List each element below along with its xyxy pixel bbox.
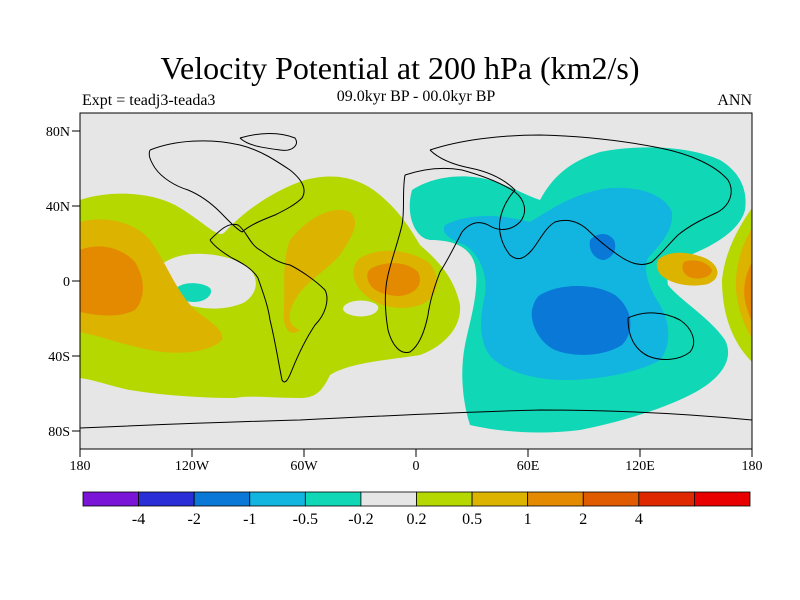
latitude-axis: 80N 40N 0 40S 80S xyxy=(46,125,80,440)
season-label: ANN xyxy=(717,92,752,109)
colorbar-label: 1 xyxy=(524,511,532,528)
contour-pos-05-atlantic xyxy=(283,209,356,333)
contour-negative-1-asia xyxy=(589,234,616,260)
colorbar-swatch xyxy=(304,491,362,507)
colorbar-swatch xyxy=(527,491,584,507)
colorbar-swatch xyxy=(694,491,751,507)
lat-tick-label: 40S xyxy=(48,350,70,365)
lon-tick-label: 60W xyxy=(290,459,318,474)
colorbar-swatch xyxy=(138,491,195,507)
experiment-label: Expt = teadj3-teada3 xyxy=(82,92,216,109)
colorbar-label: -0.2 xyxy=(348,511,373,528)
contour-pos-1-pacific xyxy=(80,246,143,316)
lat-tick-label: 40N xyxy=(46,200,70,215)
lat-tick-label: 80S xyxy=(48,425,70,440)
colorbar-swatch xyxy=(638,491,695,507)
map-subtitle: 09.0kyr BP - 00.0kyr BP xyxy=(336,88,496,105)
colorbar-label: -4 xyxy=(132,511,145,528)
colorbar-label: -0.5 xyxy=(293,511,318,528)
colorbar-label: 0.2 xyxy=(407,511,427,528)
contour-pos-1-africa xyxy=(367,263,420,296)
map-title: Velocity Potential at 200 hPa (km2/s) xyxy=(160,50,640,86)
lon-tick-label: 120E xyxy=(625,459,655,474)
map-plot-area xyxy=(80,113,752,449)
colorbar-labels: -4 -2 -1 -0.5 -0.2 0.2 0.5 1 2 4 xyxy=(132,511,643,528)
contour-pos-1-east-edge xyxy=(744,262,752,322)
colorbar-label: 0.5 xyxy=(462,511,482,528)
colorbar-swatch xyxy=(193,491,251,507)
colorbar xyxy=(82,491,751,507)
colorbar-swatch xyxy=(471,491,529,507)
contour-neutral-atlantic xyxy=(343,300,379,317)
colorbar-label: -1 xyxy=(243,511,256,528)
colorbar-swatch xyxy=(416,491,473,507)
lon-tick-label: 60E xyxy=(517,459,540,474)
lat-tick-label: 80N xyxy=(46,125,70,140)
colorbar-swatch xyxy=(360,491,417,507)
contour-negative-1-indian xyxy=(531,286,631,355)
coastlines xyxy=(80,133,752,429)
longitude-axis: 180 120W 60W 0 60E 120E 180 xyxy=(70,449,763,474)
lon-tick-label: 120W xyxy=(175,459,210,474)
colorbar-label: 4 xyxy=(635,511,643,528)
colorbar-swatch xyxy=(249,491,306,507)
contour-pos-1-philippines xyxy=(682,260,712,279)
colorbar-swatch xyxy=(82,491,139,507)
lon-tick-label: 180 xyxy=(742,459,763,474)
lon-tick-label: 180 xyxy=(70,459,91,474)
lon-tick-label: 0 xyxy=(413,459,420,474)
lat-tick-label: 0 xyxy=(63,275,70,290)
colorbar-label: 2 xyxy=(579,511,587,528)
colorbar-label: -2 xyxy=(188,511,201,528)
colorbar-swatch xyxy=(582,491,640,507)
